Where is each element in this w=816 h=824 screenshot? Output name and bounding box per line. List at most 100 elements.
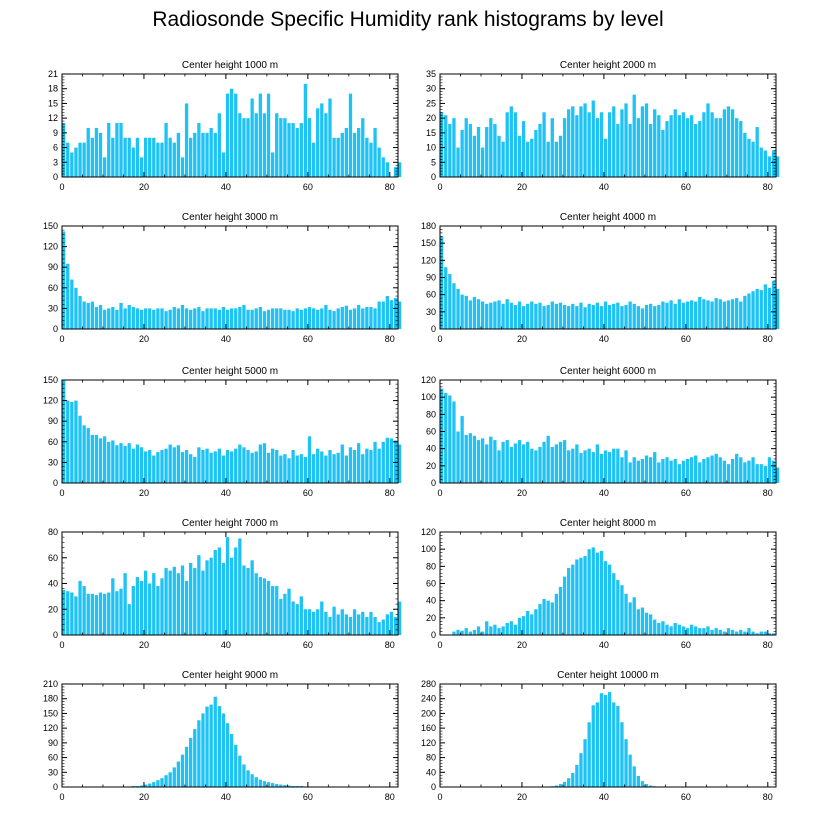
histogram-bar [234,448,238,483]
histogram-bar [361,118,365,177]
histogram-bar [759,631,763,635]
histogram-bar [616,124,620,177]
histogram-bar [172,142,176,177]
histogram-bar [554,141,559,177]
histogram-bar [365,448,369,483]
histogram-bar [677,115,681,177]
histogram-bar [279,455,283,483]
histogram-bar [189,137,193,177]
histogram-bar [554,785,559,787]
y-tick-label: 120 [43,723,58,733]
histogram-bar [735,118,739,177]
histogram-bar [107,123,111,177]
histogram-bar [759,147,763,177]
y-tick-label: 0 [431,324,436,334]
histogram-bar [763,284,768,329]
histogram-bar [575,306,579,329]
histogram-bar [755,464,759,483]
histogram-bar [70,592,74,635]
histogram-bar [209,127,213,177]
histogram-bar [776,467,780,483]
histogram-bar [636,118,640,177]
x-tick-label: 60 [681,792,691,802]
histogram-bar [575,559,579,635]
histogram-bar [131,448,135,483]
histogram-bar [283,309,287,329]
histogram-bar [624,739,628,787]
histogram-bar [628,124,632,177]
histogram-bar [246,118,250,177]
histogram-bar [152,137,156,177]
histogram-bar [311,308,316,329]
y-tick-label: 180 [421,221,436,231]
histogram-bar [291,601,295,635]
histogram-bar [472,629,477,635]
histogram-bar [550,602,554,635]
histogram-bar [381,157,385,177]
histogram-bar [66,142,70,177]
histogram-bar [295,455,299,483]
histogram-bar [127,137,131,177]
histogram-bar [270,586,275,635]
histogram-bar [550,446,554,483]
histogram-bar [767,457,772,483]
histogram-bar [636,775,640,787]
histogram-bar [320,451,324,483]
histogram-bar [583,103,587,177]
histogram-bar [530,138,534,177]
x-tick-label: 60 [303,792,313,802]
histogram-bar [393,298,398,329]
histogram-bar [152,455,156,483]
y-tick-label: 120 [421,375,436,385]
histogram-bar [665,302,669,329]
histogram-bar [275,308,279,329]
histogram-bar [385,296,390,329]
histogram-bar [225,93,230,177]
y-tick-label: 20 [426,461,436,471]
histogram-bar [62,231,66,329]
histogram-bar [595,702,600,787]
histogram-bar [381,619,385,635]
histogram-bar [270,308,275,329]
histogram-bar [526,441,530,483]
histogram-bar [517,440,522,483]
histogram-bar [636,460,640,483]
y-tick-label: 20 [426,613,436,623]
x-tick-label: 60 [681,488,691,498]
histogram-bar [624,593,628,635]
panel-title: Center height 8000 m [560,518,656,529]
histogram-bar [266,580,271,635]
plot-frame [439,683,777,788]
histogram-bar [542,112,546,177]
histogram-bar [571,773,575,787]
histogram-bar [398,162,402,177]
histogram-bar [332,606,336,635]
histogram-bar [303,83,308,177]
histogram-bar [771,150,776,177]
histogram-bar [209,704,213,787]
histogram-bar [266,782,271,787]
histogram-bar [234,308,238,329]
y-tick-label: 12 [48,113,58,123]
x-tick-label: 80 [763,182,773,192]
histogram-bar [217,448,222,483]
histogram-bar [311,454,316,483]
histogram-bar [135,137,140,177]
histogram-bar [242,447,246,483]
histogram-bar [689,300,694,329]
histogram-bar [747,293,751,329]
histogram-bar [501,141,505,177]
y-tick-label: 200 [421,708,436,718]
histogram-bar [102,157,107,177]
histogram-bar [460,630,464,635]
histogram-bar [480,438,485,483]
histogram-bar [230,451,234,483]
histogram-bar [485,621,489,635]
histogram-bar [385,437,390,483]
histogram-bar [320,601,324,635]
histogram-bar [501,303,505,329]
histogram-bar [148,137,152,177]
x-tick-label: 0 [59,488,64,498]
histogram-bar [714,453,718,483]
histogram-bar [562,440,567,483]
